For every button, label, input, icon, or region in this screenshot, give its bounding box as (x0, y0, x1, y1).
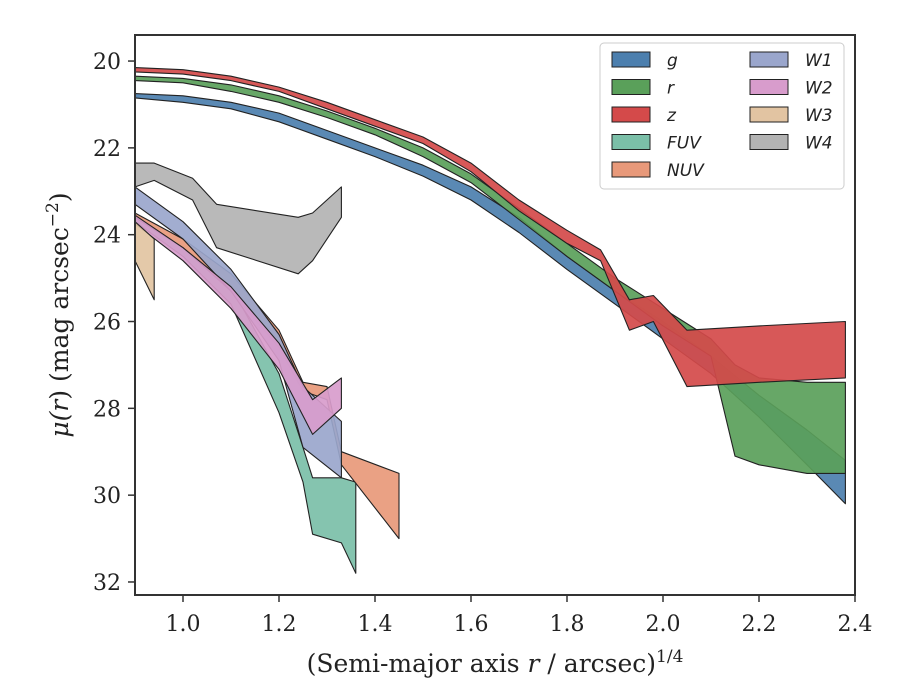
x-axis-label: (Semi-major axis r / arcsec)1/4 (307, 647, 684, 678)
legend-swatch-r (611, 79, 651, 95)
y-tick-label: 32 (93, 571, 121, 596)
x-tick-label: 2.2 (742, 612, 777, 637)
x-tick-label: 2.0 (646, 612, 681, 637)
legend-swatch-nuv (611, 161, 651, 178)
legend-swatch-g (611, 51, 651, 68)
x-tick-label: 2.4 (838, 612, 873, 637)
x-tick-label: 1.0 (166, 612, 201, 637)
x-tick-label: 1.8 (550, 612, 585, 637)
y-axis-ticks: 20 22 24 26 28 30 32 (93, 50, 135, 596)
y-tick-label: 22 (93, 137, 121, 162)
y-tick-label: 26 (93, 311, 121, 336)
legend-label-w4: W4 (805, 134, 833, 154)
y-tick-label: 24 (93, 224, 121, 249)
band-w2 (134, 214, 342, 435)
series-bands (134, 67, 846, 574)
legend-swatch-w2 (749, 79, 789, 95)
legend-label-w2: W2 (805, 79, 833, 99)
x-axis-ticks: 1.0 1.2 1.4 1.6 1.8 2.0 2.2 2.4 (166, 595, 873, 637)
legend-swatch-w3 (749, 106, 789, 123)
band-g (134, 93, 846, 505)
y-tick-label: 30 (93, 484, 121, 509)
legend-entries: grz FUV NUV W1 W2 W3 W4 (611, 51, 833, 181)
y-tick-label: 20 (93, 50, 121, 75)
band-w1 (134, 186, 342, 479)
y-tick-label: 28 (93, 397, 121, 422)
x-tick-label: 1.6 (454, 612, 489, 637)
band-z (134, 67, 846, 388)
legend-swatch-z (611, 106, 651, 123)
legend-label-nuv: NUV (667, 161, 705, 181)
legend-label-fuv: FUV (667, 134, 702, 154)
band-w4 (134, 162, 342, 275)
y-axis-label: μ(r) (mag arcsec−2) (43, 192, 74, 437)
legend-swatch-w4 (749, 134, 789, 150)
legend: grz FUV NUV W1 W2 W3 W4 (599, 42, 845, 190)
legend-label-z: z (666, 106, 677, 126)
legend-label-r: r (667, 79, 675, 99)
x-tick-label: 1.2 (262, 612, 297, 637)
legend-label-w3: W3 (805, 106, 833, 126)
x-tick-label: 1.4 (358, 612, 393, 637)
legend-swatch-w1 (749, 51, 789, 68)
legend-label-w1: W1 (805, 51, 833, 71)
plot-frame (134, 34, 856, 596)
legend-label-g: g (667, 51, 678, 71)
band-r (134, 75, 846, 474)
legend-swatch-fuv (611, 134, 651, 150)
